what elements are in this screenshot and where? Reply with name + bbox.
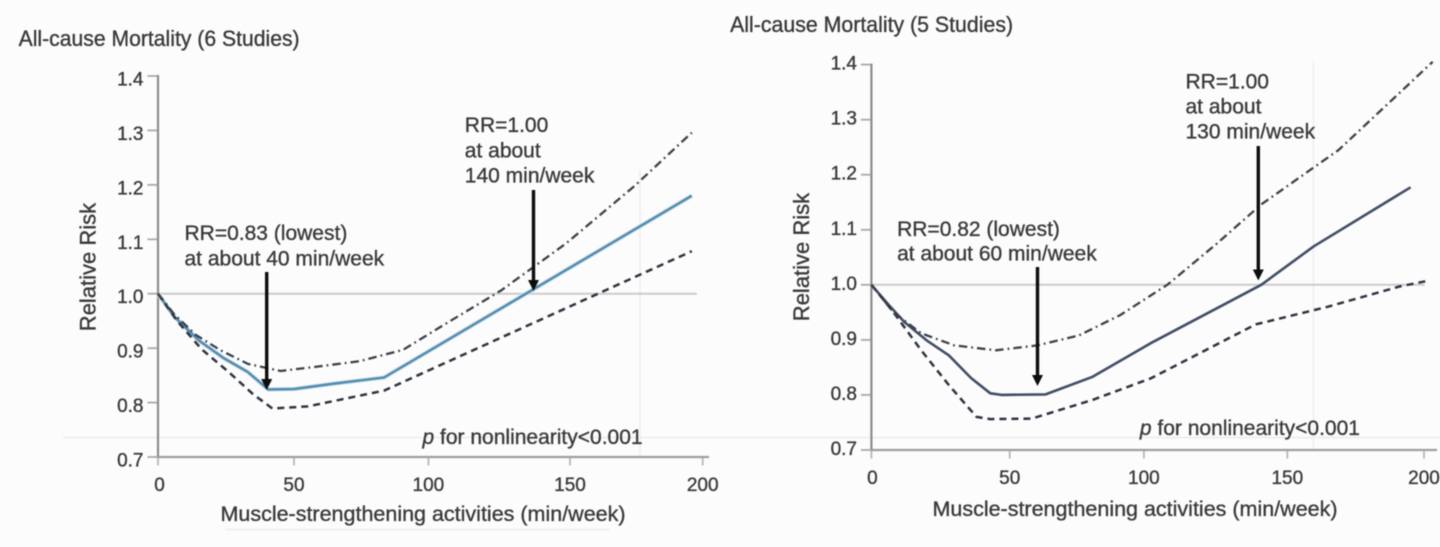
svg-text:0.7: 0.7 <box>117 451 143 472</box>
svg-text:0.9: 0.9 <box>831 329 857 350</box>
svg-text:at about 40 min/week: at about 40 min/week <box>185 248 385 271</box>
svg-text:0.7: 0.7 <box>831 439 857 460</box>
svg-text:RR=0.82 (lowest): RR=0.82 (lowest) <box>897 218 1060 241</box>
svg-text:RR=0.83 (lowest): RR=0.83 (lowest) <box>185 222 348 245</box>
svg-text:All-cause Mortality (5 Studies: All-cause Mortality (5 Studies) <box>730 12 1013 37</box>
svg-text:50: 50 <box>283 475 304 496</box>
svg-text:p for nonlinearity<0.001: p for nonlinearity<0.001 <box>1139 417 1360 440</box>
svg-text:1.2: 1.2 <box>831 164 857 185</box>
svg-text:at about: at about <box>465 139 541 162</box>
svg-text:Muscle-strengthening activitie: Muscle-strengthening activities (min/wee… <box>932 497 1337 521</box>
svg-text:140 min/week: 140 min/week <box>465 165 595 188</box>
svg-text:Muscle-strengthening activitie: Muscle-strengthening activities (min/wee… <box>220 502 625 526</box>
svg-text:1.0: 1.0 <box>831 274 857 295</box>
svg-text:200: 200 <box>687 475 719 496</box>
svg-text:150: 150 <box>1271 468 1303 489</box>
svg-text:Relative Risk: Relative Risk <box>76 202 101 331</box>
svg-text:200: 200 <box>1408 468 1440 489</box>
svg-text:150: 150 <box>554 475 586 496</box>
svg-text:at about: at about <box>1186 96 1262 119</box>
svg-text:100: 100 <box>413 475 445 496</box>
svg-text:100: 100 <box>1128 468 1160 489</box>
svg-text:All-cause Mortality (6 Studies: All-cause Mortality (6 Studies) <box>19 26 300 51</box>
svg-text:Relative Risk: Relative Risk <box>789 192 814 321</box>
svg-text:at about 60 min/week: at about 60 min/week <box>897 243 1097 266</box>
svg-text:1.4: 1.4 <box>117 70 144 91</box>
svg-text:1.1: 1.1 <box>831 219 857 240</box>
svg-text:1.3: 1.3 <box>831 109 857 130</box>
svg-text:1.1: 1.1 <box>117 233 143 254</box>
svg-text:50: 50 <box>999 468 1020 489</box>
svg-text:RR=1.00: RR=1.00 <box>1186 71 1269 94</box>
svg-text:RR=1.00: RR=1.00 <box>465 114 548 137</box>
svg-text:130 min/week: 130 min/week <box>1186 121 1316 144</box>
svg-text:0.9: 0.9 <box>117 342 143 363</box>
svg-text:0: 0 <box>154 475 165 496</box>
svg-text:1.3: 1.3 <box>117 124 143 145</box>
svg-text:0: 0 <box>867 468 878 489</box>
svg-text:0.8: 0.8 <box>831 384 857 405</box>
svg-text:1.2: 1.2 <box>117 178 143 199</box>
svg-text:0.8: 0.8 <box>117 396 143 417</box>
svg-text:1.4: 1.4 <box>831 54 858 75</box>
svg-text:p for nonlinearity<0.001: p for nonlinearity<0.001 <box>422 426 643 449</box>
svg-text:1.0: 1.0 <box>117 287 143 308</box>
